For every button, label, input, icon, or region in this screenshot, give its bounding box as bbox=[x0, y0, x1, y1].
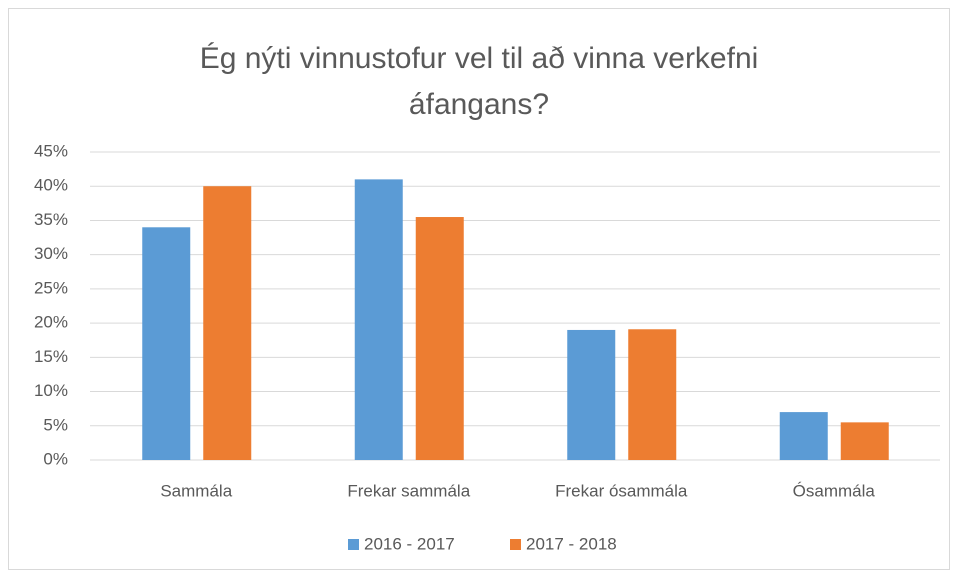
y-tick-label: 25% bbox=[34, 278, 68, 297]
x-tick-label: Sammála bbox=[160, 481, 232, 500]
y-tick-label: 15% bbox=[34, 347, 68, 366]
bar bbox=[142, 227, 191, 460]
bar bbox=[840, 422, 889, 460]
x-tick-label: Frekar sammála bbox=[347, 481, 470, 500]
x-tick-label: Frekar ósammála bbox=[555, 481, 688, 500]
legend-label: 2017 - 2018 bbox=[526, 534, 617, 553]
bar bbox=[203, 186, 252, 460]
legend-label: 2016 - 2017 bbox=[364, 534, 455, 553]
bar bbox=[567, 329, 616, 460]
bar bbox=[779, 412, 828, 460]
legend-swatch bbox=[348, 539, 359, 550]
y-tick-label: 20% bbox=[34, 313, 68, 332]
y-tick-label: 10% bbox=[34, 381, 68, 400]
y-tick-label: 30% bbox=[34, 244, 68, 263]
y-tick-label: 0% bbox=[43, 449, 68, 468]
y-tick-label: 5% bbox=[43, 415, 68, 434]
y-tick-label: 45% bbox=[34, 141, 68, 160]
bar bbox=[415, 217, 464, 460]
bar bbox=[354, 179, 403, 460]
chart-border bbox=[8, 8, 950, 570]
x-tick-label: Ósammála bbox=[793, 481, 876, 500]
y-tick-label: 35% bbox=[34, 210, 68, 229]
bar bbox=[628, 329, 677, 460]
y-tick-label: 40% bbox=[34, 176, 68, 195]
chart-title: Ég nýti vinnustofur vel til að vinna ver… bbox=[199, 42, 759, 121]
legend-swatch bbox=[510, 539, 521, 550]
